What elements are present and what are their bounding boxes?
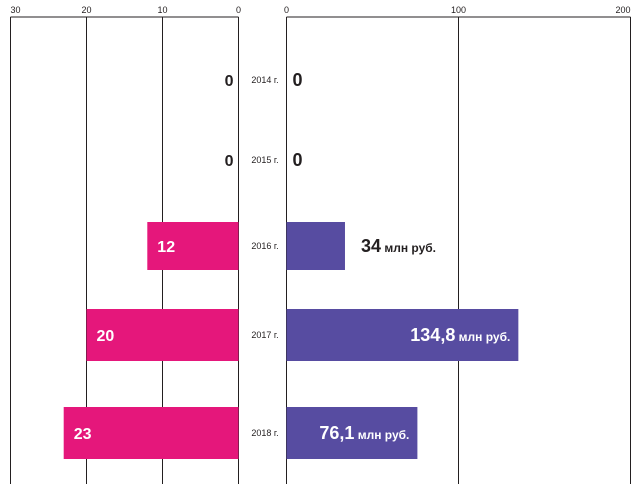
left-tick-label: 0 — [236, 5, 241, 15]
left-data-label: 12 — [157, 239, 175, 256]
right-bar — [286, 309, 519, 361]
right-bar — [286, 222, 345, 270]
left-tick-label: 30 — [11, 5, 21, 15]
left-bar — [86, 309, 239, 361]
left-bar — [147, 222, 239, 270]
year-labels: 2014 г. 2015 г. 2016 г. 2017 г. 2018 г. — [251, 75, 278, 438]
year-label: 2016 г. — [251, 241, 278, 251]
right-tick-label: 0 — [284, 5, 289, 15]
right-data-label: 134,8 млн руб. — [410, 325, 510, 345]
year-label: 2017 г. — [251, 330, 278, 340]
right-bar — [286, 407, 418, 459]
right-tick-label: 100 — [451, 5, 466, 15]
left-data-label: 23 — [74, 426, 92, 443]
right-bars: 0 0 34 млн руб. 134,8 млн руб. 76,1 млн руб. — [286, 70, 519, 459]
left-data-label: 0 — [225, 73, 234, 90]
left-data-label: 20 — [97, 328, 115, 345]
left-bar — [63, 407, 239, 459]
right-data-label: 0 — [293, 70, 303, 90]
right-data-label: 76,1 млн руб. — [319, 423, 409, 443]
left-axis: 0 10 20 30 — [10, 5, 241, 484]
left-tick-label: 20 — [81, 5, 91, 15]
left-bars: 0 0 12 20 23 — [63, 73, 239, 459]
right-data-label: 0 — [293, 150, 303, 170]
left-tick-label: 10 — [157, 5, 167, 15]
right-tick-label: 200 — [615, 5, 630, 15]
year-label: 2015 г. — [251, 155, 278, 165]
year-label: 2018 г. — [251, 428, 278, 438]
right-data-label: 34 млн руб. — [361, 236, 436, 256]
left-data-label: 0 — [225, 153, 234, 170]
year-label: 2014 г. — [251, 75, 278, 85]
